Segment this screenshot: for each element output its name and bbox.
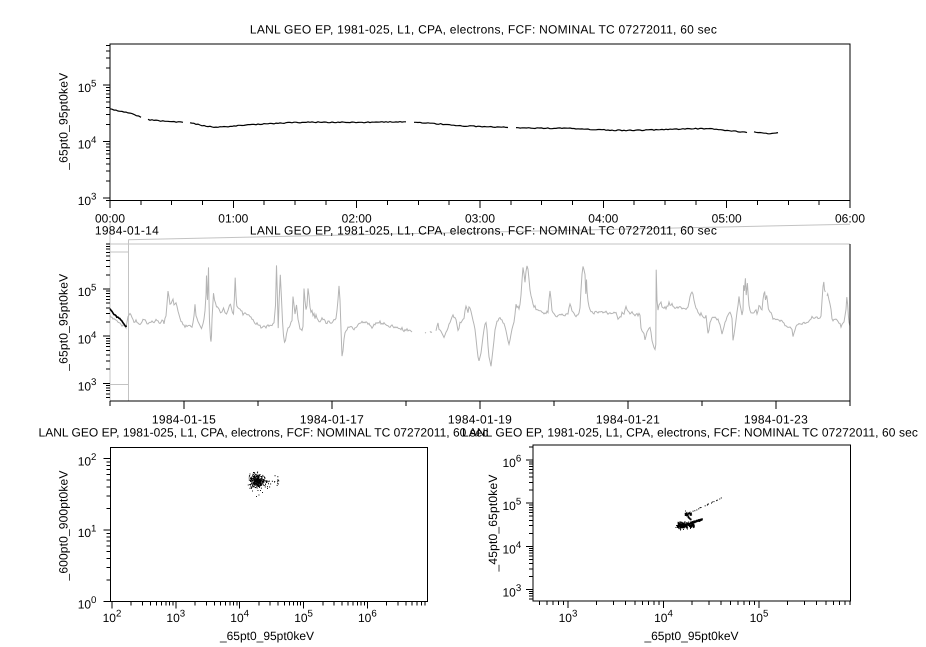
svg-text:_600pt0_900pt0keV: _600pt0_900pt0keV [57, 471, 71, 582]
svg-text:03:00: 03:00 [465, 212, 495, 226]
svg-text:LANL GEO EP, 1981-025, L1, CPA: LANL GEO EP, 1981-025, L1, CPA, electron… [462, 426, 918, 440]
svg-text:04:00: 04:00 [588, 212, 618, 226]
svg-text:LANL GEO EP, 1981-025, L1, CPA: LANL GEO EP, 1981-025, L1, CPA, electron… [250, 224, 717, 238]
svg-text:1984-01-15: 1984-01-15 [152, 413, 216, 427]
svg-text:05:00: 05:00 [712, 212, 742, 226]
svg-text:_65pt0_95pt0keV: _65pt0_95pt0keV [57, 274, 71, 372]
svg-text:_65pt0_95pt0keV: _65pt0_95pt0keV [219, 629, 314, 643]
svg-text:_45pt0_65pt0keV: _45pt0_65pt0keV [486, 474, 500, 572]
svg-text:LANL GEO EP, 1981-025, L1, CPA: LANL GEO EP, 1981-025, L1, CPA, electron… [39, 426, 489, 440]
svg-text:06:00: 06:00 [835, 212, 865, 226]
svg-text:02:00: 02:00 [342, 212, 372, 226]
svg-text:LANL GEO EP, 1981-025, L1, CPA: LANL GEO EP, 1981-025, L1, CPA, electron… [250, 23, 717, 37]
svg-text:00:00: 00:00 [95, 212, 125, 226]
svg-text:1984-01-14: 1984-01-14 [95, 223, 159, 237]
svg-text:1984-01-19: 1984-01-19 [448, 413, 512, 427]
svg-text:1984-01-21: 1984-01-21 [596, 413, 660, 427]
svg-text:1984-01-23: 1984-01-23 [744, 413, 808, 427]
svg-text:1984-01-17: 1984-01-17 [300, 413, 364, 427]
svg-text:_65pt0_95pt0keV: _65pt0_95pt0keV [57, 73, 71, 171]
svg-text:_65pt0_95pt0keV: _65pt0_95pt0keV [643, 629, 738, 643]
svg-text:01:00: 01:00 [218, 212, 248, 226]
